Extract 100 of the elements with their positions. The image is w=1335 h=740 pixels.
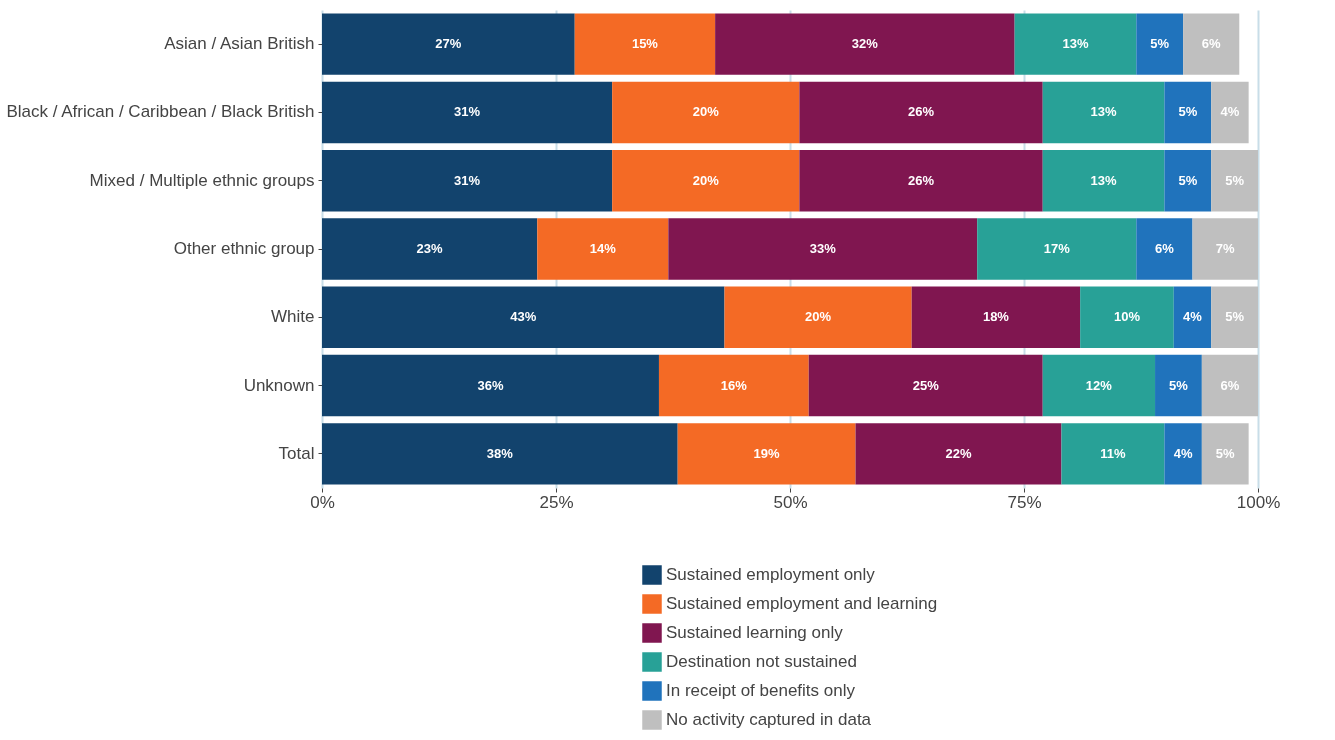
data-label: 18%	[982, 309, 1010, 325]
data-label: 13%	[1090, 172, 1117, 188]
data-label: 4%	[1183, 309, 1203, 325]
data-label: 31%	[454, 172, 481, 188]
y-tick-label: Black / African / Caribbean / Black British	[6, 102, 315, 122]
data-label: 27%	[435, 36, 462, 52]
bar	[322, 423, 678, 485]
bar	[322, 286, 725, 349]
data-label: 6%	[1155, 241, 1175, 256]
bar	[1173, 286, 1212, 349]
x-tick-label: 75%	[1007, 492, 1042, 512]
bar	[1164, 423, 1202, 485]
bar	[537, 218, 669, 280]
x-tick-label: 25%	[539, 492, 574, 512]
bar	[1164, 149, 1212, 212]
bar	[1211, 149, 1258, 212]
data-label: 4%	[1220, 104, 1240, 120]
bar	[1201, 423, 1249, 485]
x-tick-label: 50%	[773, 492, 808, 512]
bar	[574, 13, 716, 75]
y-tick-label: Total	[278, 443, 315, 463]
y-tick-label: Mixed / Multiple ethnic groups	[89, 170, 315, 190]
bar	[1183, 13, 1240, 75]
data-label: 6%	[1201, 36, 1222, 52]
data-label: 12%	[1085, 377, 1113, 393]
data-label: 10%	[1113, 309, 1141, 325]
data-label: 20%	[805, 309, 832, 325]
bar	[612, 81, 800, 144]
bar	[1211, 81, 1249, 144]
bar	[1061, 423, 1165, 485]
bar	[1136, 218, 1193, 280]
bar	[855, 423, 1062, 485]
y-tick-label: White	[271, 307, 315, 327]
data-label: 38%	[486, 445, 514, 461]
bar	[799, 81, 1043, 144]
bar	[1136, 13, 1184, 75]
data-label: 43%	[510, 309, 537, 325]
legend-label: Sustained employment only	[666, 565, 876, 584]
data-label: 26%	[908, 104, 935, 120]
bar	[715, 13, 1015, 75]
bar	[1192, 218, 1258, 280]
bar	[677, 423, 856, 485]
bar	[1014, 13, 1137, 75]
data-label: 5%	[1150, 36, 1170, 52]
data-label: 20%	[692, 172, 720, 188]
data-label: 5%	[1225, 172, 1245, 188]
data-label: 14%	[589, 241, 617, 256]
data-label: 5%	[1215, 445, 1236, 461]
bar	[322, 354, 659, 417]
y-tick-label: Unknown	[243, 375, 315, 395]
legend-label: In receipt of benefits only	[666, 681, 856, 700]
bar	[1164, 81, 1212, 144]
bar	[911, 286, 1081, 349]
legend-label: Destination not sustained	[666, 652, 857, 671]
data-label: 16%	[720, 377, 748, 393]
bar	[1042, 354, 1156, 417]
bar	[658, 354, 809, 417]
y-tick-label: Other ethnic group	[173, 239, 315, 258]
bar	[322, 218, 538, 280]
legend-label: Sustained learning only	[666, 623, 844, 642]
data-label: 20%	[692, 104, 720, 120]
bar	[1211, 286, 1258, 349]
data-label: 36%	[477, 377, 504, 393]
data-label: 33%	[809, 241, 837, 256]
bar	[322, 149, 613, 212]
data-label: 5%	[1178, 104, 1198, 120]
bar	[1042, 81, 1165, 144]
data-label: 26%	[908, 172, 935, 188]
y-tick-label: Asian / Asian British	[164, 34, 315, 54]
data-label: 32%	[851, 36, 879, 52]
data-label: 25%	[912, 377, 940, 393]
bar	[1155, 354, 1202, 417]
bar	[799, 149, 1043, 212]
data-label: 11%	[1100, 445, 1127, 461]
data-label: 13%	[1062, 36, 1089, 52]
bar	[612, 149, 800, 212]
data-label: 7%	[1215, 241, 1236, 256]
data-label: 13%	[1090, 104, 1117, 120]
x-tick-label: 0%	[310, 492, 335, 512]
legend-label: Sustained employment and learning	[666, 594, 938, 613]
bar	[668, 218, 978, 280]
data-label: 23%	[416, 241, 444, 256]
bar	[977, 218, 1137, 280]
x-tick-label: 100%	[1236, 492, 1281, 512]
data-label: 5%	[1178, 172, 1198, 188]
data-label: 6%	[1220, 377, 1240, 393]
data-label: 31%	[454, 104, 481, 120]
data-label: 5%	[1225, 309, 1245, 325]
data-label: 15%	[631, 36, 659, 52]
data-label: 19%	[753, 445, 781, 461]
data-label: 17%	[1043, 241, 1071, 256]
bar	[724, 286, 912, 349]
data-label: 4%	[1173, 445, 1193, 461]
bar	[808, 354, 1043, 417]
bar	[322, 81, 613, 144]
bar	[1080, 286, 1174, 349]
legend-label: No activity captured in data	[666, 710, 872, 729]
bar	[1201, 354, 1258, 417]
data-label: 5%	[1169, 377, 1189, 393]
bar	[1042, 149, 1165, 212]
